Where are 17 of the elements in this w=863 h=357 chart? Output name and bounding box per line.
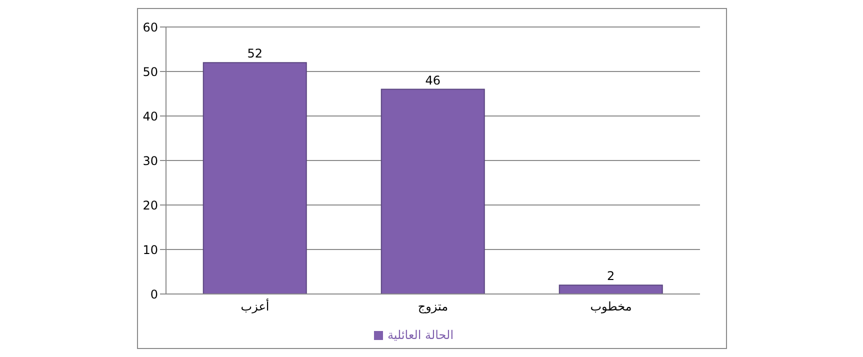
data-label: 46: [425, 73, 441, 88]
y-tick-label: 40: [142, 109, 158, 124]
y-tick-label: 30: [142, 154, 158, 168]
bar: [202, 62, 307, 294]
y-tick-label: 10: [142, 242, 158, 257]
bar: [558, 284, 663, 294]
y-tick-label: 60: [142, 20, 158, 34]
y-tick-label: 20: [142, 198, 158, 212]
data-label: 52: [247, 46, 263, 61]
bar: [380, 88, 485, 294]
data-label: 2: [607, 269, 615, 284]
x-tick-label: مخطوب: [590, 300, 632, 314]
x-tick-label: أعزب: [240, 298, 270, 314]
y-tick-label: 0: [150, 287, 158, 302]
legend-label: الحالة العائلية: [387, 328, 454, 342]
x-tick-label: متزوج: [418, 300, 448, 314]
y-tick-label: 50: [142, 64, 158, 79]
